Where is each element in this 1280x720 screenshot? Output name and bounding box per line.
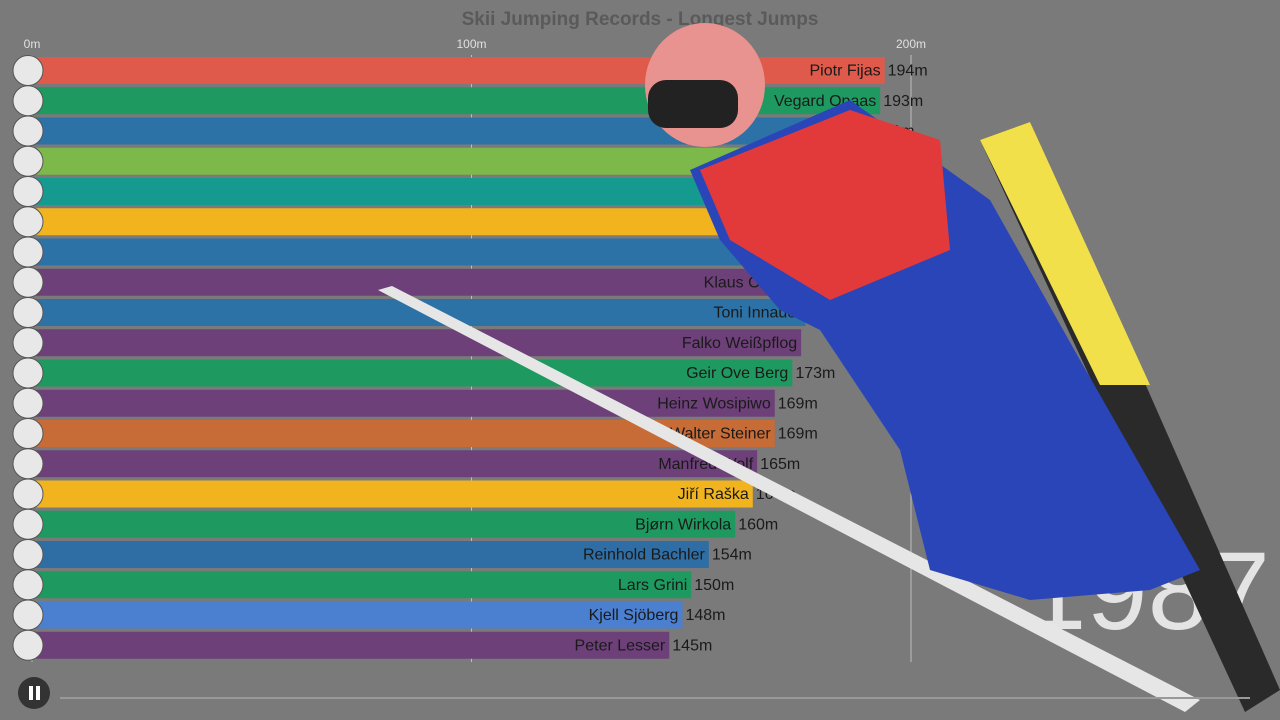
bar xyxy=(32,238,824,266)
flag xyxy=(12,569,44,601)
flag xyxy=(12,387,44,419)
value-label: 160m xyxy=(738,516,778,533)
bar xyxy=(32,208,828,236)
bar xyxy=(32,389,775,417)
skier xyxy=(378,23,1280,712)
value-label: 154m xyxy=(712,547,752,564)
bar xyxy=(32,329,802,357)
flag xyxy=(12,508,44,540)
x-tick-label: 100m xyxy=(456,37,486,51)
bar xyxy=(32,541,709,568)
flag xyxy=(12,478,44,510)
x-tick-label: 0m xyxy=(24,37,41,51)
flag xyxy=(12,418,44,449)
bar xyxy=(32,510,736,538)
flag xyxy=(12,236,44,268)
bar-label: Heinz Wosipiwo xyxy=(657,395,771,412)
flag xyxy=(12,266,44,298)
value-label: 193m xyxy=(883,93,923,110)
value-label: 169m xyxy=(778,395,818,412)
value-label: 165m xyxy=(760,456,800,473)
flag xyxy=(12,55,44,86)
flag xyxy=(12,206,44,238)
bar-label: Walter Steiner xyxy=(670,426,771,443)
bar-label: Geir Ove Berg xyxy=(686,365,788,382)
value-label: 150m xyxy=(694,577,734,594)
pause-icon xyxy=(36,686,40,700)
bar-label: Bjørn Wirkola xyxy=(635,516,731,533)
flag xyxy=(12,297,44,328)
x-tick-label: 200m xyxy=(896,37,926,51)
bar xyxy=(32,631,670,659)
value-label: 145m xyxy=(672,637,712,654)
flag xyxy=(12,145,44,177)
bar-label: Vegard Opaas xyxy=(774,93,876,110)
bar-label: Falko Weißpflog xyxy=(682,335,797,352)
bar-label: Peter Lesser xyxy=(575,637,666,654)
skier-bib xyxy=(700,110,950,300)
skier-goggles xyxy=(648,80,738,128)
bar xyxy=(32,480,753,508)
pause-button[interactable] xyxy=(18,677,50,709)
flag xyxy=(12,176,44,207)
pause-icon xyxy=(29,686,33,700)
flag xyxy=(12,599,44,631)
flag xyxy=(12,357,44,389)
flag xyxy=(12,539,44,570)
bar xyxy=(32,359,793,387)
flag xyxy=(12,629,44,661)
value-label: 169m xyxy=(778,426,818,443)
bar-label: Piotr Fijas xyxy=(810,63,881,80)
value-label: 148m xyxy=(685,607,725,624)
bar xyxy=(32,601,683,629)
value-label: 194m xyxy=(888,63,928,80)
flag xyxy=(12,448,44,480)
bar xyxy=(32,450,758,478)
ski-left xyxy=(378,286,1200,712)
bar-label: Jiří Raška xyxy=(678,486,749,503)
chart-title: Skii Jumping Records - Longest Jumps xyxy=(462,9,819,30)
flag xyxy=(12,85,44,117)
bar xyxy=(32,268,810,296)
value-label: 173m xyxy=(795,365,835,382)
flag xyxy=(12,115,44,147)
ski-right-tip xyxy=(980,122,1150,385)
bar xyxy=(32,571,692,599)
bar-label: Kjell Sjöberg xyxy=(589,607,679,624)
flag xyxy=(12,327,44,359)
bar-label: Reinhold Bachler xyxy=(583,547,706,564)
bar-label: Lars Grini xyxy=(618,577,687,594)
